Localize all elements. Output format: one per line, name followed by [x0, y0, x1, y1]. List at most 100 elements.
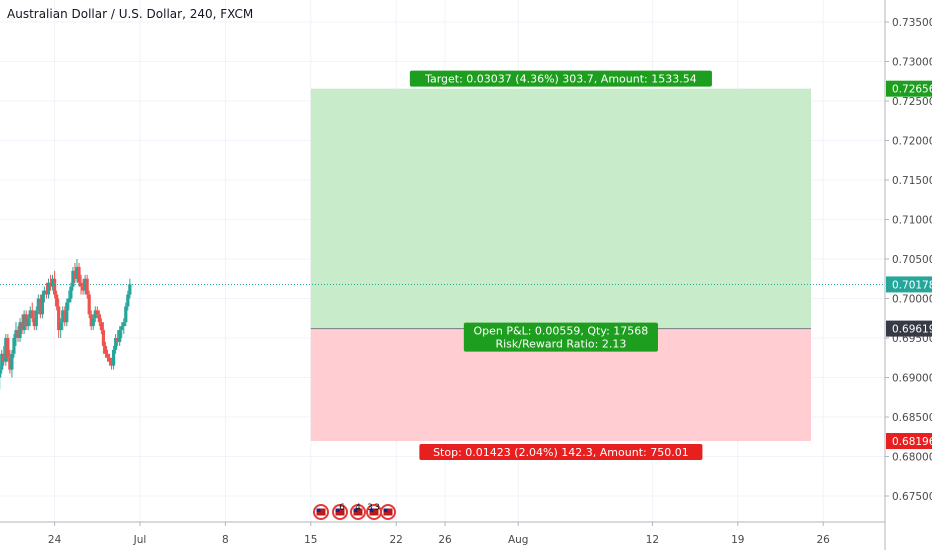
candle	[4, 334, 8, 366]
candle-body	[32, 318, 36, 327]
candle	[116, 330, 120, 346]
current-price-label-text: 0.70178	[892, 279, 932, 291]
candle	[48, 274, 53, 291]
price-tick-label: 0.71500	[892, 175, 932, 187]
candle-body	[118, 330, 122, 342]
candle-body	[71, 270, 75, 287]
candle	[59, 318, 63, 338]
target-price-label: 0.72656	[886, 80, 932, 97]
candle-body	[22, 314, 26, 331]
time-tick-label: 19	[731, 534, 744, 546]
candle-body	[10, 353, 14, 370]
entry-price-label-bg	[886, 320, 932, 337]
us-flag-icon[interactable]	[380, 504, 396, 520]
pnl-label-text: Risk/Reward Ratio: 2.13	[495, 338, 626, 351]
target-price-label-text: 0.72656	[892, 84, 932, 96]
price-tick-label: 0.72000	[892, 136, 932, 148]
candle	[67, 290, 71, 311]
candle-body	[103, 345, 108, 354]
position-labels[interactable]: Target: 0.03037 (4.36%) 303.7, Amount: 1…	[409, 70, 712, 461]
flag-canton	[369, 508, 374, 512]
time-tick-label: 22	[390, 534, 403, 546]
candle-body	[0, 369, 2, 378]
candle	[32, 310, 36, 331]
candle	[34, 306, 38, 331]
target-price-label-bg	[886, 80, 932, 97]
candle	[14, 322, 18, 346]
candle-body	[69, 286, 73, 299]
candle	[85, 274, 89, 299]
price-tick-label: 0.70000	[892, 294, 932, 306]
candle	[87, 290, 91, 319]
flag-stripes	[316, 508, 326, 516]
target-label-text: Target: 0.03037 (4.36%) 303.7, Amount: 1…	[424, 73, 697, 86]
candle	[124, 302, 128, 327]
candle-body	[50, 278, 55, 287]
candle-body	[48, 282, 53, 287]
event-count: 3	[374, 503, 380, 513]
candle-body	[24, 314, 28, 327]
candle	[24, 310, 28, 331]
price-tick-label: 0.68000	[892, 452, 932, 464]
candle-body	[120, 326, 124, 331]
candle-body	[4, 338, 8, 362]
candle-body	[14, 330, 18, 338]
candle	[111, 345, 116, 370]
event-count: 4	[355, 503, 361, 513]
candle-body	[126, 294, 130, 307]
candle-body	[83, 278, 87, 291]
candle	[63, 306, 67, 327]
price-tick-label: 0.73000	[892, 57, 932, 69]
candle	[20, 314, 24, 335]
stop-label[interactable]: Stop: 0.01423 (2.04%) 142.3, Amount: 750…	[419, 444, 703, 461]
candle-body	[77, 266, 81, 283]
candle-body	[109, 361, 114, 366]
pnl-label-text: Open P&L: 0.00559, Qty: 17568	[474, 325, 649, 338]
candle	[57, 298, 61, 338]
candle-body	[81, 286, 85, 291]
candle	[109, 357, 114, 370]
time-tick-label: 24	[48, 534, 62, 546]
price-tick-label: 0.73500	[892, 17, 932, 29]
flag-canton	[335, 508, 340, 512]
candle-body	[93, 310, 97, 319]
candle	[22, 310, 26, 335]
current-price-label: 0.70178	[886, 276, 932, 293]
candle-body	[28, 310, 32, 319]
candle-body	[2, 353, 6, 362]
time-tick-label: 26	[817, 534, 831, 546]
us-flag-icon[interactable]	[366, 504, 382, 520]
us-flag-icon[interactable]	[313, 504, 329, 520]
us-flag-icon[interactable]	[332, 504, 348, 520]
flag-canton	[316, 508, 321, 512]
candle	[0, 365, 2, 390]
candle-body	[97, 314, 101, 323]
candle	[38, 294, 42, 319]
candle	[69, 282, 73, 303]
candle-body	[91, 318, 95, 327]
candle	[83, 274, 87, 295]
candle-body	[85, 278, 89, 295]
candle	[8, 349, 12, 374]
time-tick-label: 8	[222, 534, 229, 546]
candle-body	[6, 338, 10, 358]
candle-body	[67, 298, 71, 303]
candle-body	[99, 322, 103, 331]
us-flag-icon[interactable]	[350, 504, 366, 520]
stop-label-text: Stop: 0.01423 (2.04%) 142.3, Amount: 750…	[433, 446, 689, 459]
flag-stripes	[369, 508, 379, 516]
flag-stripes	[353, 508, 363, 516]
price-tick-label: 0.70500	[892, 254, 932, 266]
price-tick-label: 0.72500	[892, 96, 932, 108]
candle	[0, 349, 4, 374]
target-label[interactable]: Target: 0.03037 (4.36%) 303.7, Amount: 1…	[409, 70, 712, 87]
stop-price-label-text: 0.68196	[892, 436, 932, 448]
price-tick-label: 0.67500	[892, 491, 932, 503]
pnl-label[interactable]: Open P&L: 0.00559, Qty: 17568Risk/Reward…	[463, 322, 658, 352]
candle	[50, 274, 55, 291]
candle-body	[124, 306, 128, 323]
candle-body	[18, 322, 22, 338]
